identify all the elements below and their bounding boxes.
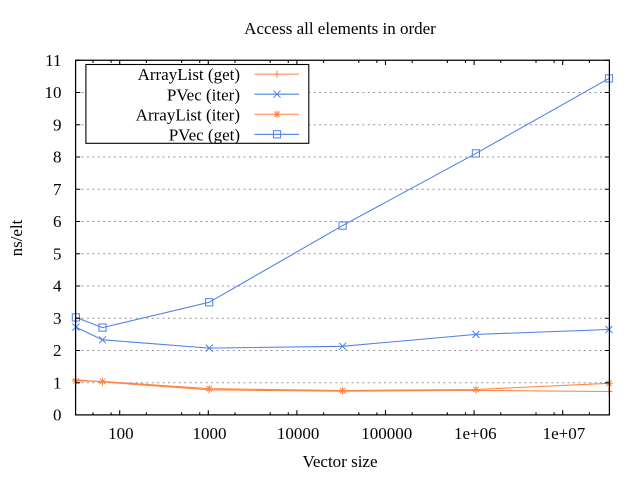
svg-text:10000: 10000 — [277, 424, 320, 443]
svg-text:PVec (get): PVec (get) — [169, 125, 240, 144]
svg-text:10: 10 — [45, 83, 62, 102]
svg-text:PVec (iter): PVec (iter) — [167, 85, 240, 104]
svg-text:Vector size: Vector size — [302, 452, 377, 471]
svg-text:ArrayList (iter): ArrayList (iter) — [136, 105, 240, 124]
svg-text:2: 2 — [53, 341, 62, 360]
svg-text:1: 1 — [53, 374, 62, 393]
svg-text:ArrayList (get): ArrayList (get) — [138, 65, 240, 84]
svg-text:1e+06: 1e+06 — [454, 424, 497, 443]
svg-text:Access all elements in order: Access all elements in order — [244, 19, 436, 38]
svg-text:ns/elt: ns/elt — [7, 219, 26, 256]
svg-text:7: 7 — [53, 180, 62, 199]
svg-text:100000: 100000 — [361, 424, 412, 443]
svg-text:4: 4 — [53, 277, 62, 296]
svg-text:1e+07: 1e+07 — [543, 424, 586, 443]
svg-text:6: 6 — [53, 212, 62, 231]
svg-text:8: 8 — [53, 148, 62, 167]
svg-text:5: 5 — [53, 244, 62, 263]
svg-text:100: 100 — [108, 424, 134, 443]
svg-text:3: 3 — [53, 309, 62, 328]
svg-text:11: 11 — [45, 51, 61, 70]
svg-text:9: 9 — [53, 115, 62, 134]
svg-text:0: 0 — [53, 406, 62, 425]
svg-text:1000: 1000 — [193, 424, 227, 443]
